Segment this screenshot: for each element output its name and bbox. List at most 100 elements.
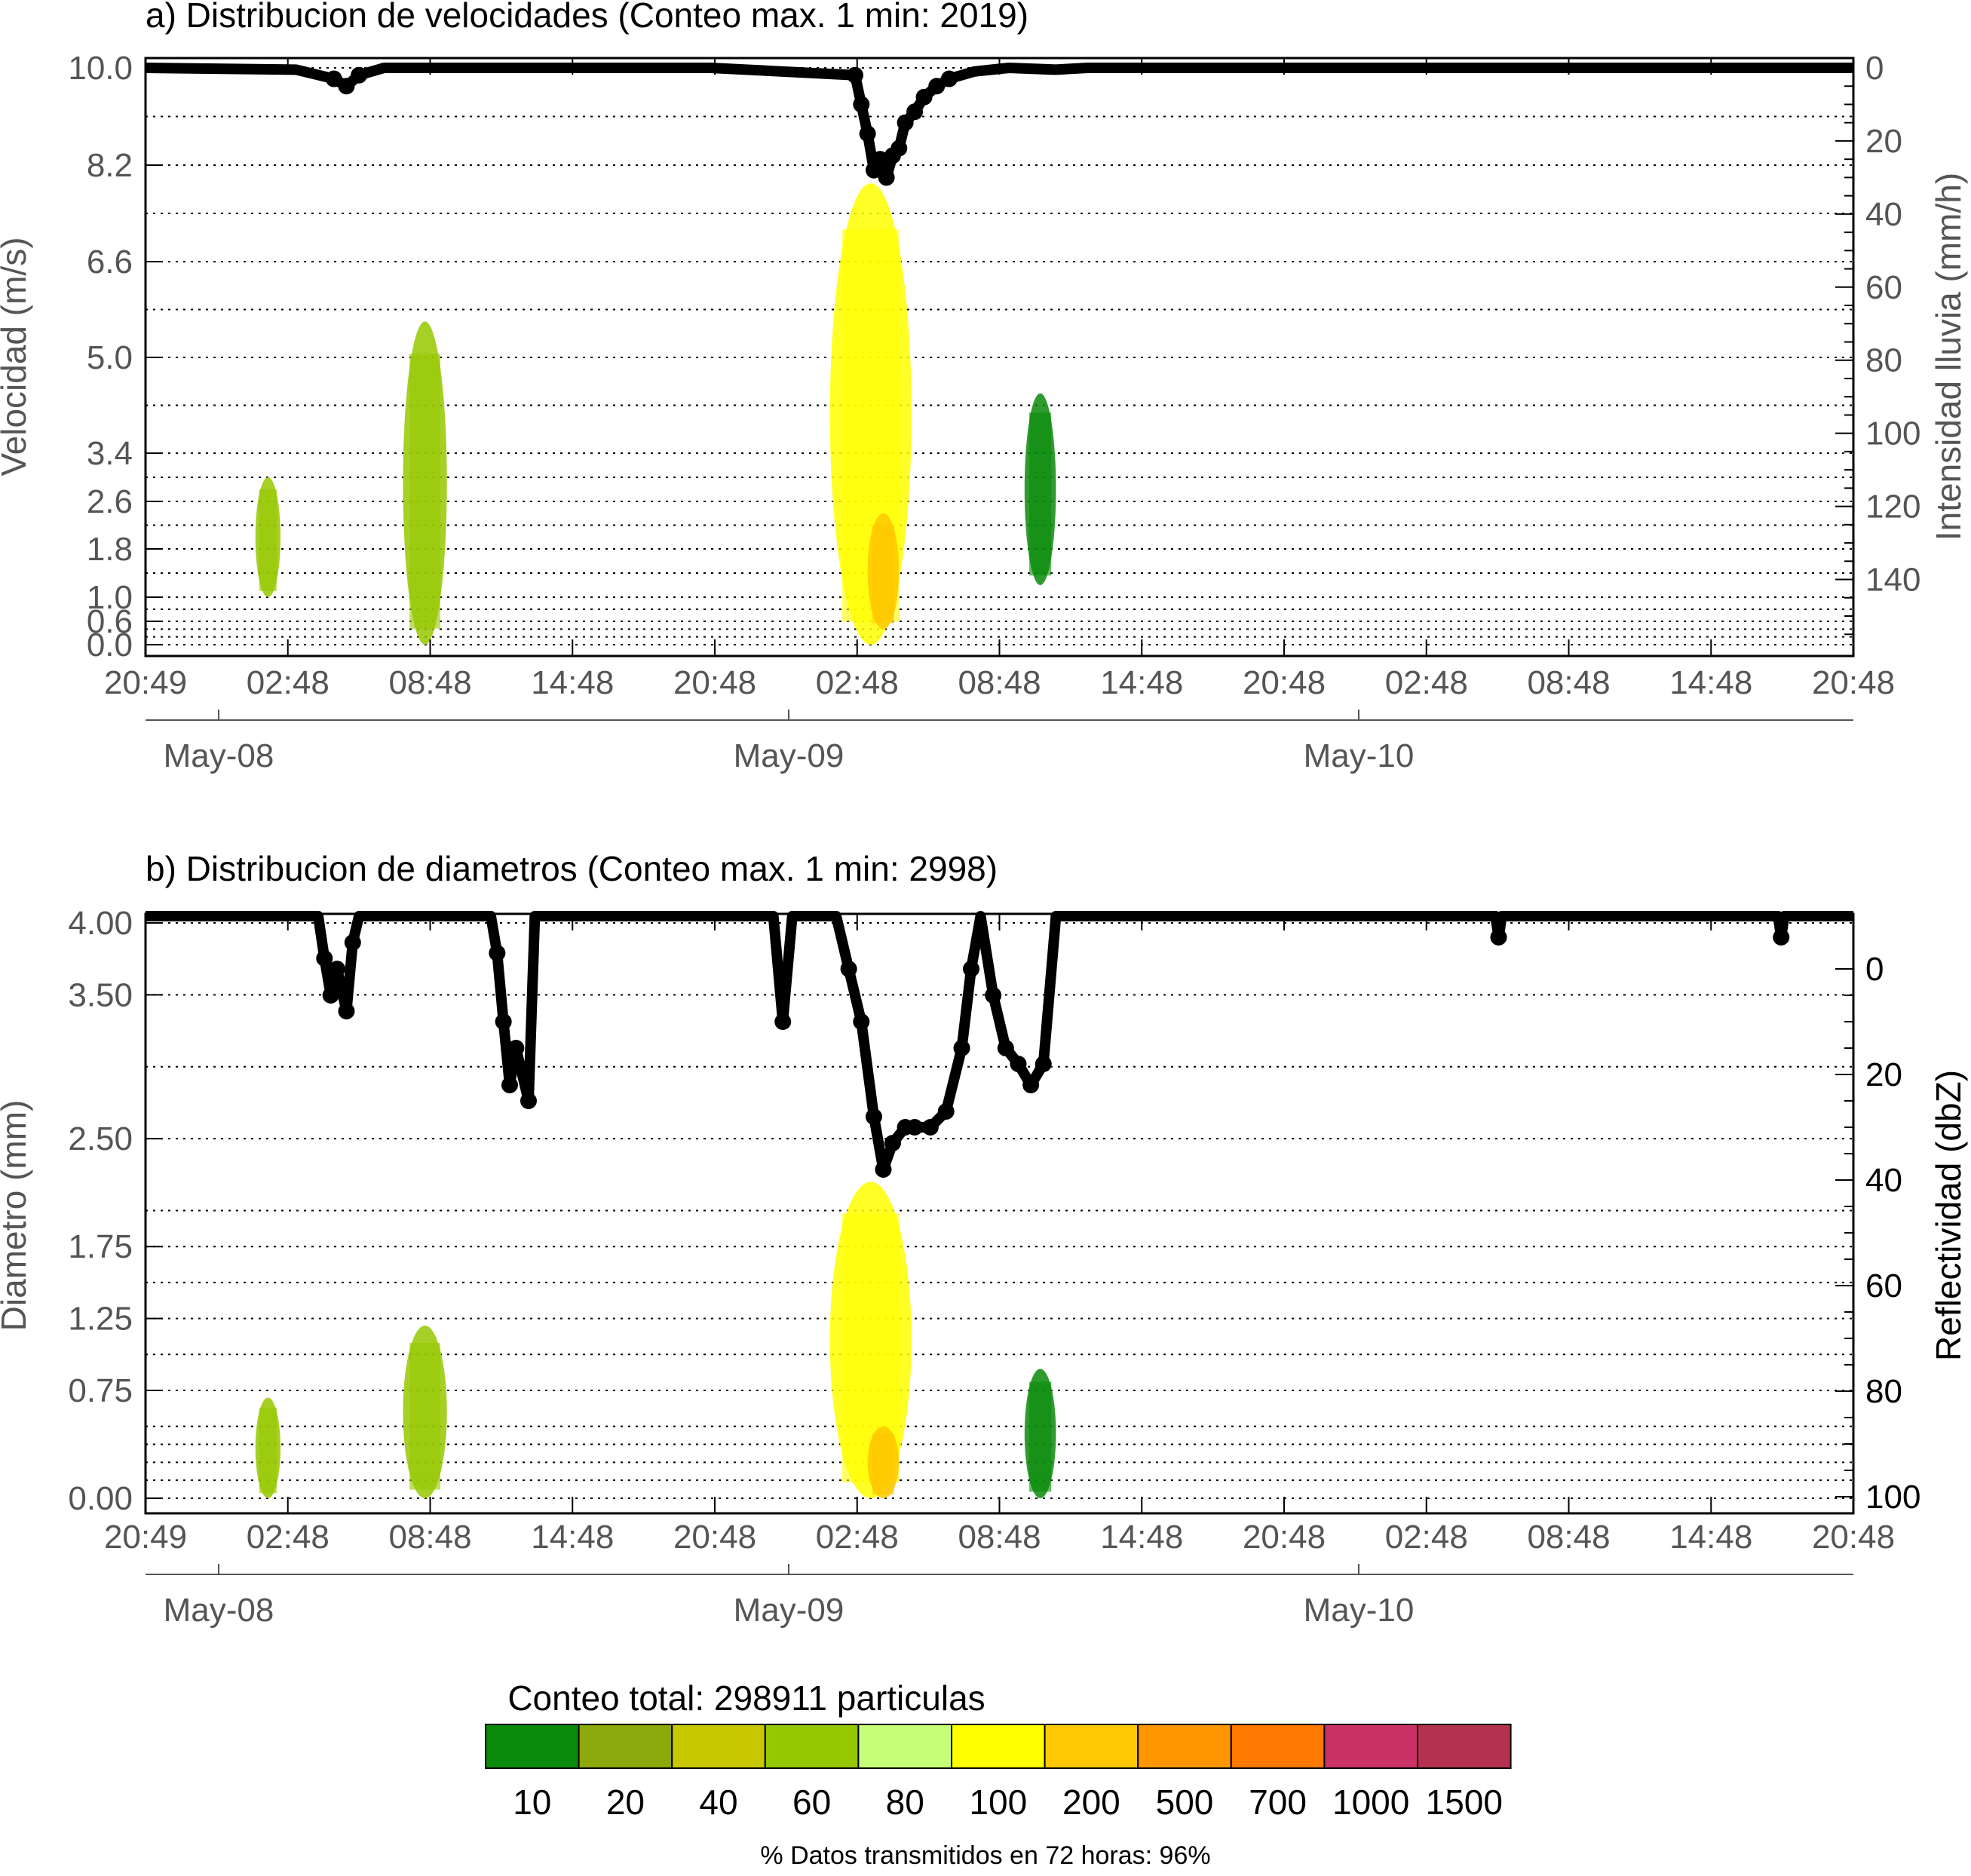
series-point — [953, 1040, 970, 1056]
y2-tick-label: 80 — [1865, 1373, 1902, 1410]
y2-tick-label: 80 — [1865, 342, 1902, 379]
series-point — [520, 1093, 537, 1109]
x-tick-label: 20:48 — [1243, 1519, 1326, 1556]
x-tick-label: 20:48 — [673, 664, 756, 701]
x-tick-label: 02:48 — [816, 1519, 899, 1556]
x-tick-label: 20:48 — [1812, 1519, 1895, 1556]
colorbar-label: 40 — [699, 1783, 737, 1822]
colorbar-label: 1000 — [1332, 1783, 1409, 1822]
colorbar-label: 60 — [792, 1783, 831, 1822]
panel-a-title: a) Distribucion de velocidades (Conteo m… — [146, 0, 1028, 35]
x-tick-label: 20:49 — [104, 1519, 187, 1556]
series-point — [1490, 929, 1507, 946]
y2-tick-label: 20 — [1865, 1056, 1902, 1093]
colorbar-label: 10 — [513, 1783, 551, 1822]
x-tick-label: 08:48 — [1527, 1519, 1610, 1556]
x-tick-label: 20:48 — [1243, 664, 1326, 701]
x-tick-label: 14:48 — [1100, 664, 1183, 701]
y2-tick-label: 100 — [1865, 1479, 1920, 1516]
x-tick-label: 02:48 — [247, 1519, 330, 1556]
diameter-date-axis: May-08 May-09 May-10 — [146, 1564, 1853, 1629]
series-point — [937, 1103, 955, 1120]
series-point — [328, 961, 345, 977]
heatmap-cell — [1029, 412, 1052, 576]
y2-tick-label: 140 — [1865, 562, 1920, 599]
x-tick-label: 02:48 — [1385, 664, 1468, 701]
series-line — [146, 911, 1853, 1175]
colorbar-swatch — [1323, 1724, 1419, 1769]
velocity-y-axis-title: Velocidad (m/s) — [0, 237, 33, 476]
colorbar-label: 1500 — [1426, 1783, 1503, 1822]
series-point — [906, 1119, 924, 1136]
date-label: May-08 — [164, 1592, 274, 1629]
colorbar-label: 500 — [1156, 1783, 1214, 1822]
series-point — [853, 96, 870, 113]
series-point — [495, 1013, 512, 1030]
colorbar-swatch — [671, 1724, 766, 1769]
series-point — [884, 1135, 901, 1151]
diameter-y-axis-title: Diametro (mm) — [0, 1100, 33, 1332]
x-tick-label: 08:48 — [388, 1519, 471, 1556]
series-point — [865, 1108, 882, 1125]
y2-tick-label: 0 — [1865, 951, 1884, 988]
y-tick-label: 10.0 — [68, 50, 133, 87]
series-point — [489, 945, 506, 961]
x-tick-label: 14:48 — [1669, 1519, 1752, 1556]
heatmap-cell — [409, 1342, 440, 1490]
series-point — [1022, 1077, 1040, 1093]
series-point — [507, 1040, 525, 1056]
y-tick-label: 8.2 — [87, 147, 133, 184]
series-line — [145, 63, 1853, 183]
y-tick-label: 0.6 — [87, 603, 133, 640]
rain-intensity-series — [145, 63, 1853, 186]
date-label: May-10 — [1304, 1592, 1415, 1629]
y-tick-label: 1.8 — [87, 531, 133, 568]
y2-tick-label: 0 — [1865, 50, 1884, 87]
date-label: May-08 — [164, 737, 274, 774]
heatmap-cell — [872, 1433, 895, 1495]
colorbar-swatches — [485, 1724, 1512, 1769]
series-point — [316, 950, 333, 967]
x-tick-label: 02:48 — [247, 664, 330, 701]
x-tick-label: 14:48 — [1669, 664, 1752, 701]
diameter-panel: b) Distribucion de diametros (Conteo max… — [0, 849, 1968, 1629]
series-point — [853, 1013, 870, 1030]
colorbar-label: 80 — [886, 1783, 924, 1822]
colorbar-swatch — [1044, 1724, 1139, 1769]
series-point — [997, 1040, 1014, 1056]
series-point — [878, 169, 895, 186]
series-point — [338, 1003, 355, 1019]
series-point — [1773, 929, 1790, 946]
velocity-date-axis: May-08 May-09 May-10 — [146, 710, 1853, 774]
series-point — [875, 1161, 892, 1178]
series-point — [859, 125, 876, 143]
x-tick-label: 20:48 — [673, 1519, 756, 1556]
colorbar-label: 20 — [606, 1783, 645, 1822]
heatmap-cell — [259, 1407, 277, 1494]
series-point — [322, 987, 339, 1004]
colorbar-labels: 10 20 40 60 80 100 200 500 700 1000 1500 — [513, 1783, 1503, 1822]
series-point — [840, 961, 857, 977]
colorbar-swatch — [764, 1724, 860, 1769]
series-point — [915, 88, 933, 106]
reflectivity-y-axis-title: Reflectividad (dbZ) — [1929, 1070, 1968, 1361]
colorbar-swatch — [1137, 1724, 1232, 1769]
reflectivity-series — [146, 911, 1853, 1178]
x-tick-label: 02:48 — [816, 664, 899, 701]
reflectivity-y-axis: 0 20 40 60 80 100 — [1835, 951, 1920, 1516]
x-tick-label: 20:48 — [1812, 664, 1895, 701]
x-tick-label: 20:49 — [104, 664, 187, 701]
heatmap-cell — [1029, 1381, 1052, 1492]
series-point — [351, 66, 368, 84]
y-tick-label: 1.75 — [68, 1228, 133, 1265]
velocity-panel: a) Distribucion de velocidades (Conteo m… — [0, 0, 1968, 774]
y2-tick-label: 40 — [1865, 196, 1902, 233]
date-label: May-09 — [734, 1592, 844, 1629]
y2-tick-label: 60 — [1865, 1268, 1902, 1304]
velocity-heatmap — [255, 183, 1056, 645]
diameter-heatmap — [255, 1182, 1056, 1499]
series-point — [1010, 1056, 1027, 1072]
series-point — [940, 70, 958, 87]
colorbar-swatch — [1417, 1724, 1512, 1769]
